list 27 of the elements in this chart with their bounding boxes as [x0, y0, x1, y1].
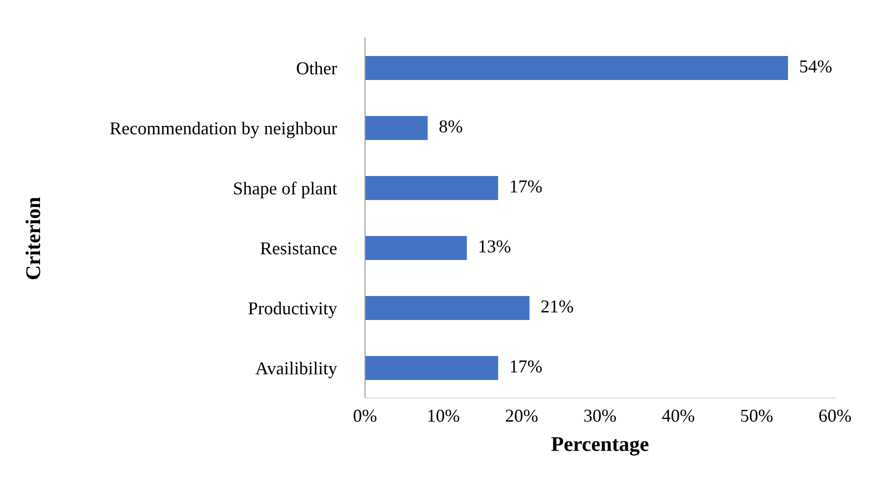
y-tick-label: Other: [296, 62, 338, 74]
x-tick-label: 0%: [354, 410, 376, 422]
bar: [365, 236, 467, 260]
bar: [365, 116, 428, 140]
y-tick-label: Recommendation by neighbour: [110, 122, 338, 138]
data-label: 13%: [480, 240, 510, 253]
x-tick-label: 50%: [741, 410, 773, 422]
bar: [365, 176, 498, 200]
y-tick-label: Productivity: [248, 302, 338, 318]
x-tick-label: 40%: [662, 410, 694, 422]
data-label: 17%: [510, 180, 542, 193]
x-tick-label: 30%: [584, 410, 616, 422]
y-tick-label: Resistance: [260, 242, 337, 254]
y-axis-title: Criterion: [26, 197, 40, 280]
data-label: 21%: [541, 300, 574, 313]
bar: [365, 296, 530, 320]
data-label: 8%: [439, 120, 462, 133]
x-tick-label: 60%: [819, 410, 851, 422]
bar: [365, 56, 788, 80]
data-label: 54%: [800, 60, 832, 73]
x-tick-label: 10%: [428, 410, 460, 422]
x-axis-title: Percentage: [551, 437, 648, 456]
y-tick-label: Shape of plant: [234, 182, 338, 198]
data-label: 17%: [510, 360, 542, 373]
bar: [365, 356, 498, 380]
x-tick-label: 20%: [506, 410, 538, 422]
y-tick-label: Availibility: [255, 362, 338, 378]
